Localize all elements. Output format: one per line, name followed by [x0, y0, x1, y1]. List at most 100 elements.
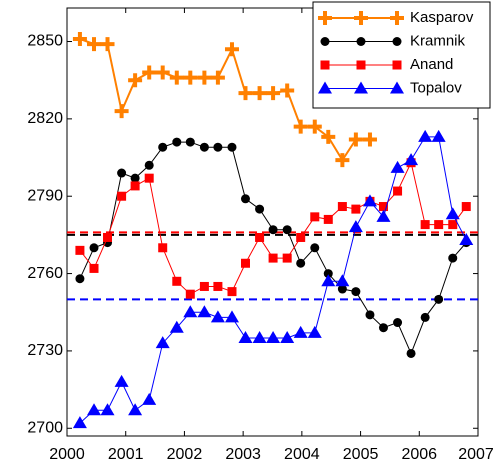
marker-plus — [307, 119, 322, 134]
marker-plus — [335, 153, 350, 168]
marker-plus — [390, 11, 404, 25]
marker-plus — [348, 132, 363, 147]
marker-plus — [114, 104, 129, 119]
marker-circle — [351, 287, 361, 297]
marker-triangle — [293, 325, 308, 338]
marker-circle — [296, 258, 306, 268]
series-line — [79, 38, 370, 162]
marker-triangle — [252, 331, 267, 344]
marker-square — [420, 220, 430, 230]
y-tick-label: 2760 — [27, 265, 63, 282]
marker-plus — [183, 70, 198, 85]
marker-circle — [144, 160, 154, 170]
marker-square — [144, 173, 154, 183]
marker-square — [117, 191, 127, 201]
marker-triangle — [183, 305, 198, 318]
marker-square — [130, 181, 140, 191]
marker-triangle — [155, 336, 170, 349]
marker-triangle — [418, 129, 433, 142]
plot-frame — [66, 7, 479, 437]
marker-triangle — [431, 129, 446, 142]
x-tick-label: 2007 — [458, 446, 494, 463]
marker-circle — [420, 312, 430, 322]
marker-plus — [210, 70, 225, 85]
x-tick-label: 2001 — [108, 446, 144, 463]
legend-label: Topalov — [410, 79, 462, 96]
marker-plus — [224, 42, 239, 57]
marker-square — [392, 60, 402, 70]
marker-triangle — [72, 416, 87, 429]
marker-plus — [100, 37, 115, 52]
marker-triangle — [224, 310, 239, 323]
marker-circle — [393, 318, 403, 328]
marker-square — [158, 243, 168, 253]
marker-square — [323, 214, 333, 224]
x-tick-label: 2004 — [284, 446, 320, 463]
marker-triangle — [318, 81, 332, 94]
marker-circle — [268, 225, 278, 235]
marker-plus — [252, 86, 267, 101]
x-tick-label: 2003 — [225, 446, 261, 463]
marker-circle — [320, 37, 330, 46]
y-tick-label: 2820 — [27, 110, 63, 127]
legend: Kasparov Kramnik Anand Topalov — [312, 1, 491, 109]
marker-triangle — [169, 320, 184, 333]
marker-triangle — [348, 220, 363, 233]
marker-circle — [117, 168, 127, 178]
marker-circle — [227, 142, 237, 152]
marker-square — [89, 263, 99, 273]
marker-triangle — [390, 81, 404, 94]
marker-triangle — [321, 274, 336, 287]
marker-square — [337, 202, 347, 212]
marker-square — [351, 204, 361, 214]
marker-square — [378, 202, 388, 212]
marker-square — [268, 253, 278, 263]
legend-label: Anand — [410, 56, 453, 73]
x-tick-label: 2005 — [343, 446, 379, 463]
marker-square — [282, 253, 292, 263]
x-tick-label: 2000 — [49, 446, 85, 463]
marker-circle — [185, 137, 195, 147]
marker-circle — [282, 225, 292, 235]
marker-square — [199, 281, 209, 291]
y-tick-label: 2730 — [27, 342, 63, 359]
marker-plus — [155, 65, 170, 80]
marker-square — [461, 202, 471, 212]
marker-square — [75, 245, 85, 255]
marker-plus — [266, 86, 281, 101]
marker-triangle — [266, 331, 281, 344]
y-tick-label: 2850 — [27, 33, 63, 50]
marker-plus — [197, 70, 212, 85]
marker-triangle — [210, 310, 225, 323]
marker-triangle — [87, 403, 102, 416]
marker-circle — [240, 194, 250, 204]
y-tick-label: 2790 — [27, 187, 63, 204]
marker-plus — [293, 119, 308, 134]
marker-triangle — [142, 392, 157, 405]
marker-plus — [87, 37, 102, 52]
x-tick-label: 2002 — [167, 446, 203, 463]
marker-plus — [128, 73, 143, 88]
marker-square — [393, 186, 403, 196]
marker-circle — [172, 137, 182, 147]
marker-triangle — [390, 160, 405, 173]
marker-square — [356, 60, 366, 70]
marker-plus — [318, 11, 332, 25]
marker-plus — [142, 65, 157, 80]
marker-triangle — [128, 403, 143, 416]
marker-triangle — [445, 207, 460, 220]
marker-triangle — [404, 153, 419, 166]
marker-plus — [321, 129, 336, 144]
marker-circle — [365, 310, 375, 320]
marker-plus — [354, 11, 368, 25]
marker-triangle — [238, 331, 253, 344]
marker-plus — [238, 86, 253, 101]
marker-triangle — [280, 331, 295, 344]
marker-circle — [255, 204, 265, 214]
marker-circle — [378, 323, 388, 333]
marker-triangle — [307, 325, 322, 338]
marker-square — [448, 220, 458, 230]
marker-circle — [434, 294, 444, 304]
marker-circle — [130, 173, 140, 183]
marker-circle — [89, 243, 99, 253]
